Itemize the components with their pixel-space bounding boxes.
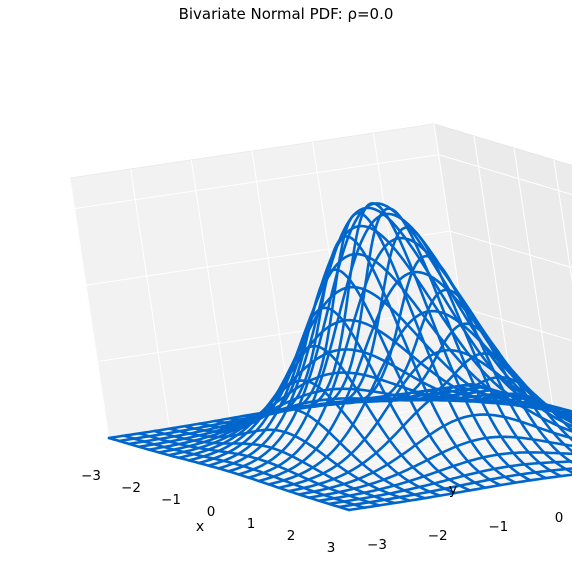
wire-line-x xyxy=(307,435,572,499)
x-tick-label: 3 xyxy=(327,540,336,556)
back-gridline-x xyxy=(513,147,554,409)
side-gridline-y xyxy=(190,159,231,421)
wire-line-x xyxy=(157,371,525,454)
wire-line-x xyxy=(317,451,572,503)
wire-line-x xyxy=(277,348,572,490)
wire-line-x xyxy=(267,309,572,486)
x-tick-label: −2 xyxy=(121,480,141,496)
back-gridline-x xyxy=(553,159,572,284)
x-tick-label: 2 xyxy=(287,528,296,544)
wire-line-x xyxy=(297,413,572,496)
z-gridline xyxy=(74,154,572,210)
y-tick-label: −1 xyxy=(488,519,508,535)
side-gridline-y xyxy=(433,123,474,385)
x-tick-label: −3 xyxy=(81,468,101,484)
wire-line-x xyxy=(167,348,535,457)
wire-line-x xyxy=(337,467,572,509)
y-axis-label: y xyxy=(449,482,457,498)
x-tick-label: 0 xyxy=(207,504,216,520)
y-tick-label: −3 xyxy=(367,537,387,553)
wire-line-x xyxy=(207,224,572,467)
side-gridline-y xyxy=(251,150,292,412)
side-gridline-y xyxy=(69,177,110,439)
z-gridline xyxy=(86,230,572,286)
side-gridline-y xyxy=(130,168,171,430)
wire-line-x xyxy=(257,270,572,483)
wire-line-x xyxy=(347,473,572,512)
wire-line-x xyxy=(227,202,572,473)
y-tick-label: 0 xyxy=(555,510,564,526)
wire-line-x xyxy=(187,285,555,462)
wire-line-x xyxy=(177,318,545,460)
z-gridline xyxy=(97,306,572,362)
wire-line-x xyxy=(107,382,475,440)
wireframe-surface xyxy=(107,202,572,512)
wire-line-x xyxy=(327,460,572,506)
y-tick-label: −2 xyxy=(428,528,448,544)
x-tick-label: −1 xyxy=(161,492,181,508)
chart-title: Bivariate Normal PDF: ρ=0.0 xyxy=(179,5,394,23)
wire-line-x xyxy=(287,384,572,493)
back-gridline-x xyxy=(473,135,514,397)
x-tick-label: 1 xyxy=(247,516,256,532)
x-axis-label: x xyxy=(196,519,204,535)
